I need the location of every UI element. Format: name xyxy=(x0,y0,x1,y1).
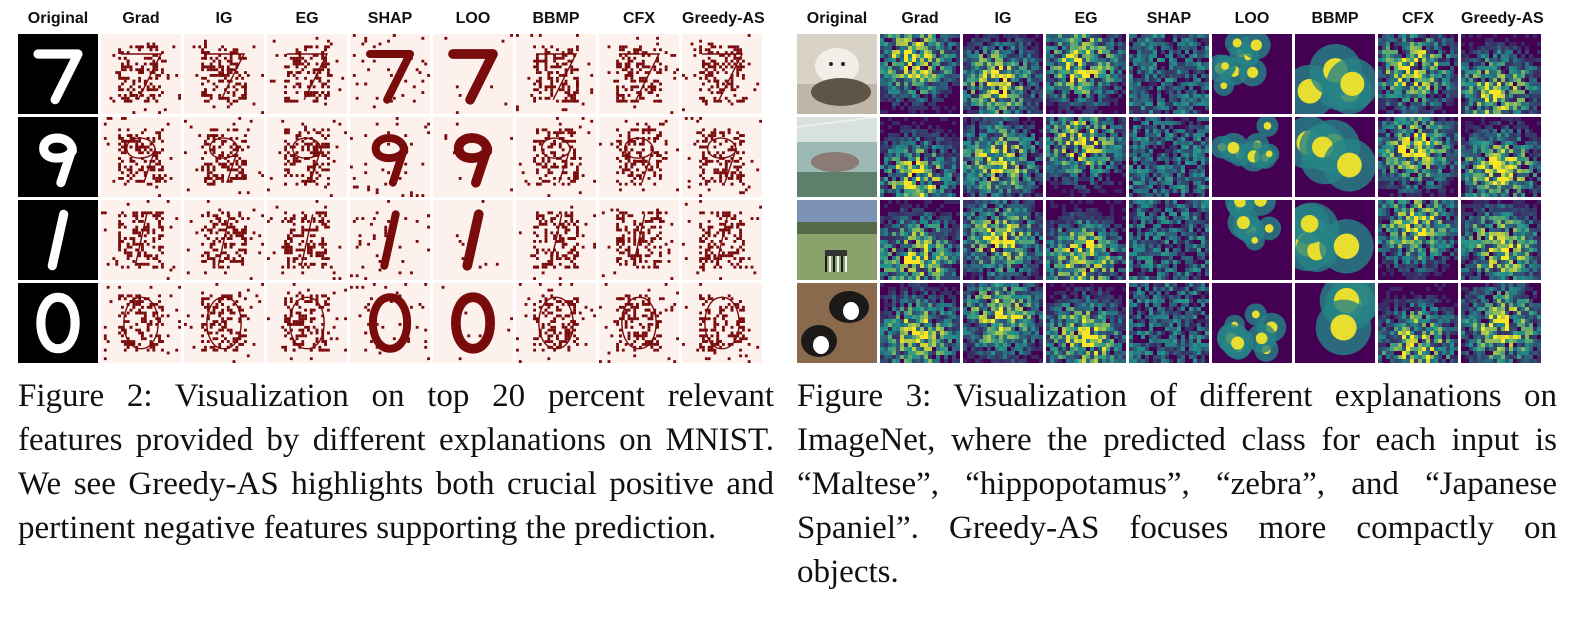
imagenet-saliency-map xyxy=(1046,283,1126,363)
mnist-explanation-map xyxy=(101,200,181,280)
mnist-explanation-map xyxy=(682,117,762,197)
mnist-explanation-map xyxy=(433,200,513,280)
imagenet-saliency-map xyxy=(1212,200,1292,280)
mnist-explanation-map xyxy=(350,117,430,197)
figure-3-caption: Figure 3: Visualization of different exp… xyxy=(797,378,1557,590)
mnist-explanation-map xyxy=(599,200,679,280)
imagenet-saliency-map xyxy=(1295,200,1375,280)
imagenet-original-photo xyxy=(797,200,877,280)
imagenet-saliency-map xyxy=(1378,200,1458,280)
mnist-original-digit xyxy=(18,283,98,363)
imagenet-saliency-map xyxy=(1461,283,1541,363)
mnist-explanation-map xyxy=(350,200,430,280)
mnist-explanation-map xyxy=(599,283,679,363)
imagenet-saliency-map xyxy=(1461,200,1541,280)
imagenet-saliency-map xyxy=(963,34,1043,114)
mnist-explanation-map xyxy=(184,200,264,280)
mnist-explanation-map xyxy=(599,117,679,197)
mnist-explanation-map xyxy=(433,34,513,114)
imagenet-saliency-map xyxy=(1378,117,1458,197)
figure-2-header: Greedy-AS xyxy=(682,10,765,27)
mnist-explanation-map xyxy=(682,34,762,114)
mnist-explanation-map xyxy=(184,34,264,114)
imagenet-saliency-map xyxy=(963,200,1043,280)
mnist-explanation-map xyxy=(516,117,596,197)
figure-3-header: CFX xyxy=(1402,10,1434,27)
mnist-explanation-map xyxy=(101,117,181,197)
imagenet-saliency-map xyxy=(1461,34,1541,114)
figure-3-header: SHAP xyxy=(1146,10,1192,27)
figure-3-header: BBMP xyxy=(1311,10,1359,27)
mnist-explanation-map xyxy=(599,34,679,114)
imagenet-saliency-map xyxy=(1046,34,1126,114)
mnist-explanation-map xyxy=(267,200,347,280)
mnist-original-digit xyxy=(18,200,98,280)
mnist-explanation-map xyxy=(516,34,596,114)
mnist-explanation-map xyxy=(267,34,347,114)
mnist-explanation-map xyxy=(433,283,513,363)
figure-2-header: IG xyxy=(215,10,233,27)
imagenet-saliency-map xyxy=(1295,283,1375,363)
mnist-explanation-map xyxy=(350,34,430,114)
imagenet-saliency-map xyxy=(880,34,960,114)
mnist-explanation-map xyxy=(267,117,347,197)
mnist-explanation-map xyxy=(101,283,181,363)
figure-2-caption: Figure 2: Visualization on top 20 percen… xyxy=(18,378,774,546)
imagenet-saliency-map xyxy=(1129,283,1209,363)
figure-3-header: Original xyxy=(806,10,868,27)
mnist-original-digit xyxy=(18,117,98,197)
imagenet-saliency-map xyxy=(963,117,1043,197)
mnist-original-digit xyxy=(18,34,98,114)
imagenet-saliency-map xyxy=(1046,200,1126,280)
mnist-explanation-map xyxy=(433,117,513,197)
figure-3-header: Grad xyxy=(901,10,939,27)
imagenet-saliency-map xyxy=(1295,34,1375,114)
imagenet-saliency-map xyxy=(880,117,960,197)
figure-2-header: BBMP xyxy=(532,10,580,27)
imagenet-saliency-map xyxy=(1129,34,1209,114)
imagenet-saliency-map xyxy=(1212,34,1292,114)
mnist-explanation-map xyxy=(516,283,596,363)
imagenet-original-photo xyxy=(797,117,877,197)
imagenet-original-photo xyxy=(797,283,877,363)
imagenet-saliency-map xyxy=(1212,117,1292,197)
imagenet-saliency-map xyxy=(880,283,960,363)
figure-3-header: IG xyxy=(994,10,1012,27)
figure-2-header: SHAP xyxy=(367,10,413,27)
mnist-explanation-map xyxy=(682,200,762,280)
mnist-explanation-map xyxy=(101,34,181,114)
mnist-explanation-map xyxy=(184,283,264,363)
imagenet-saliency-map xyxy=(1378,283,1458,363)
figure-3-header: Greedy-AS xyxy=(1461,10,1544,27)
mnist-explanation-map xyxy=(267,283,347,363)
figure-2-header: CFX xyxy=(623,10,655,27)
figure-2-header: LOO xyxy=(455,10,491,27)
imagenet-saliency-map xyxy=(1129,117,1209,197)
imagenet-saliency-map xyxy=(1212,283,1292,363)
imagenet-saliency-map xyxy=(1046,117,1126,197)
imagenet-saliency-map xyxy=(1378,34,1458,114)
figure-3-header: EG xyxy=(1074,10,1098,27)
figure-2-header: Original xyxy=(27,10,89,27)
imagenet-saliency-map xyxy=(1129,200,1209,280)
mnist-explanation-map xyxy=(682,283,762,363)
imagenet-saliency-map xyxy=(880,200,960,280)
mnist-explanation-map xyxy=(516,200,596,280)
mnist-explanation-map xyxy=(184,117,264,197)
figure-3-header: LOO xyxy=(1234,10,1270,27)
imagenet-saliency-map xyxy=(963,283,1043,363)
imagenet-saliency-map xyxy=(1295,117,1375,197)
mnist-explanation-map xyxy=(350,283,430,363)
figure-2-header: Grad xyxy=(122,10,160,27)
figure-2-header: EG xyxy=(295,10,319,27)
imagenet-saliency-map xyxy=(1461,117,1541,197)
imagenet-original-photo xyxy=(797,34,877,114)
